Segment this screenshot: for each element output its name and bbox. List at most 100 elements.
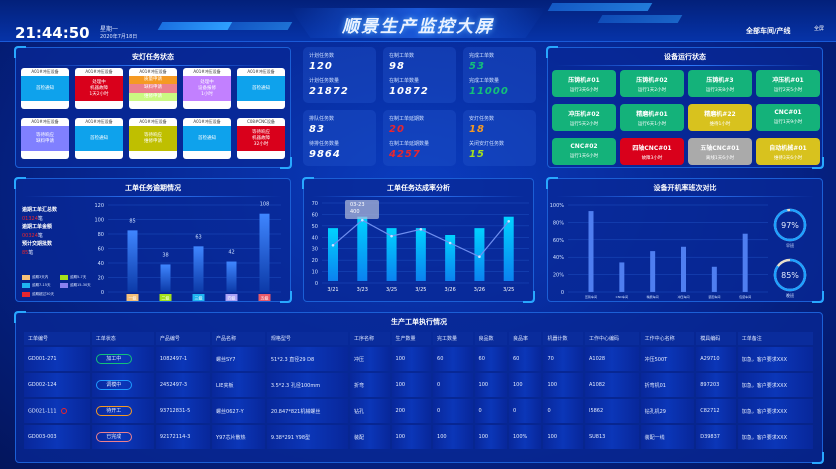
table-cell: Y97芯片散热 <box>212 425 265 449</box>
column-header: 生产数量 <box>391 332 432 345</box>
overdue-panel: 工单任务逾期情况 逾期工单汇总数 01324笔 逾期工单金额 00324笔 预计交期批数… <box>14 177 292 303</box>
table-cell: 0 <box>433 399 473 423</box>
x-tick-label: 压铸车间 <box>585 294 597 299</box>
y-tick-label: 70 <box>312 201 318 207</box>
table-cell: 0 <box>474 399 507 423</box>
device-tile[interactable]: 压铸机#02 运行1天2小时 <box>620 70 684 97</box>
table-cell: GD001-271 <box>24 347 90 371</box>
andon-status: 首检通知 <box>183 126 231 151</box>
legend-swatch <box>22 283 30 288</box>
table-row[interactable]: GD021-111 待开工 93712831-5 螺丝0627-Y 20.847*821… <box>24 399 813 423</box>
kpi-value: 18 <box>469 124 485 135</box>
andon-card[interactable]: A01#冲压设备 首检通知 <box>237 68 285 109</box>
andon-body: 质量申请 缺料申请 维修申请 <box>129 76 177 101</box>
device-tile[interactable]: 五轴CNC#01 离线1天6小时 <box>688 138 752 165</box>
andon-card[interactable]: A01#冲压设备 处理中 设备报修 1小时 <box>183 68 231 109</box>
bar <box>259 213 270 292</box>
andon-status: 缺料申请 <box>129 84 177 93</box>
workshop-selector[interactable]: 全部车间/产线 <box>746 27 791 35</box>
legend-swatch <box>60 274 68 280</box>
gauge-arc <box>773 208 807 242</box>
y-tick-label: 20% <box>553 273 564 279</box>
column-header: 良品率 <box>509 332 542 345</box>
kpi-label: 安灯任务数 <box>469 116 495 122</box>
bar <box>619 262 625 292</box>
andon-card[interactable]: C08#CNC设备 等待响应 机器故障 32小时 <box>237 118 285 159</box>
andon-status: 质量申请 <box>129 76 177 85</box>
cell-text: 100 <box>437 434 447 440</box>
table-cell: GD003-003 <box>24 425 90 449</box>
device-tile[interactable]: 冲压机#01 运行2天5小时 <box>756 70 820 97</box>
kpi-value: 120 <box>309 61 333 72</box>
andon-card[interactable]: A01#冲压设备 首检通知 <box>75 118 123 159</box>
cell-text: 93712831-5 <box>159 408 191 414</box>
cell-text: 100 <box>395 356 406 362</box>
stat-label: 逾期工单汇总数 <box>22 207 58 213</box>
kpi-label: 完成工单数 <box>469 53 495 59</box>
device-tile[interactable]: CNC#01 运行1天9小时 <box>756 104 820 131</box>
device-tile[interactable]: 精磨机#01 运行6天1小时 <box>620 104 684 131</box>
table-cell: 钻孔 <box>350 399 390 423</box>
kpi-card: 安灯任务数 18 关闭安灯任务数 15 <box>463 110 536 166</box>
device-tile[interactable]: 自动机械#01 维待3天6小时 <box>756 138 820 165</box>
table-cell: 冲压 <box>350 347 390 371</box>
data-label: 108 <box>260 202 270 208</box>
cell-text: GD021-111 <box>28 408 57 415</box>
table-cell: 1082497-1 <box>155 347 211 371</box>
date: 2020年7月18日 <box>100 34 138 40</box>
y-tick-label: 100% <box>550 203 565 209</box>
chart-tooltip: 03-23 400 <box>345 200 379 219</box>
andon-card[interactable]: A01#冲压设备 等待响应 缺料申请 <box>21 118 69 159</box>
y-tick-label: 0 <box>561 290 564 296</box>
andon-card[interactable]: A01#冲压设备 首检通知 <box>183 118 231 159</box>
table-cell: 100 <box>391 347 432 371</box>
x-tick-label: 3/23 <box>357 287 368 293</box>
line-point <box>507 219 511 223</box>
stat-row: 85笔 <box>22 250 57 256</box>
andon-status: 处理中 机器故障 1天2小时 <box>75 76 123 101</box>
fullscreen-button[interactable]: 全屏 <box>814 26 825 32</box>
gauge-label: 晚班 <box>786 292 794 298</box>
bar <box>328 228 338 281</box>
table-row[interactable]: GD001-271 加工中 1082497-1 螺丝SY7 51*2.3 直径29 D8… <box>24 347 813 371</box>
legend-label: 逾期7-15天 <box>32 283 51 287</box>
andon-body: 等待响应 机器故障 32小时 <box>237 126 285 151</box>
kpi-card: 排队任务数 83 待排任务数量 9864 <box>303 110 376 166</box>
y-tick-label: 80 <box>98 232 104 238</box>
completion-chart: 0 10 20 30 40 50 60 70 3/21 3/23 3/25 3/25 3/26 3/26 3… <box>312 201 529 293</box>
table-cell: LIE夹板 <box>212 373 265 397</box>
andon-card[interactable]: A01#冲压设备 首检通知 <box>21 68 69 109</box>
andon-card[interactable]: A01#冲压设备 等待响应 维修申请 <box>129 118 177 159</box>
device-tile[interactable]: 精磨机#22 维待1小时 <box>688 104 752 131</box>
panel-title: 设备运行状态 <box>664 53 706 61</box>
cell-text: 加急，客户要求XXX <box>741 434 788 441</box>
andon-card[interactable]: A01#冲压设备 处理中 机器故障 1天2小时 <box>75 68 123 109</box>
device-tile[interactable]: 压铸机#01 运行3天6小时 <box>552 70 616 97</box>
device-tile[interactable]: CNC#02 运行1天6小时 <box>552 138 616 165</box>
legend-item: 逾期5-7天 <box>60 273 98 281</box>
x-tick-label: 3/21 <box>327 287 338 293</box>
cell-text: 100 <box>547 382 557 388</box>
y-tick-label: 60 <box>98 247 104 253</box>
device-tile[interactable]: 四轴CNC#01 故障3小时 <box>620 138 684 165</box>
cell-text: 0 <box>437 382 441 388</box>
x-tick-label: 包装车间 <box>739 294 751 299</box>
kpi-label: 在制工单数量 <box>389 78 420 84</box>
cell-text: 20.847*821机械螺丝 <box>270 408 321 415</box>
y-tick-label: 0 <box>315 281 318 287</box>
cell-text: 897203 <box>700 382 720 388</box>
decor-stripe <box>157 22 233 30</box>
device-tile[interactable]: 压铸机#3 运行3天8小时 <box>688 70 752 97</box>
stat-value: 00324 <box>22 233 38 239</box>
device-status: 故障3小时 <box>641 156 663 161</box>
device-name: CNC#01 <box>774 109 802 116</box>
x-tick-label: 3/26 <box>445 287 456 293</box>
device-tile[interactable]: 冲压机#02 运行5天2小时 <box>552 104 616 131</box>
table-row[interactable]: GD002-124 调模中 2452497-3 LIE夹板 3.5*2.3 孔径100m… <box>24 373 813 397</box>
andon-card[interactable]: A01#冲压设备 质量申请 缺料申请 维修申请 <box>129 68 177 109</box>
legend-item: 逾期超过30天 <box>22 290 60 298</box>
table-row[interactable]: GD003-003 已完成 92172114-3 Y97芯片散热 9.38*291 Y9… <box>24 425 813 449</box>
table-cell: 100 <box>391 425 432 449</box>
column-header: 工单备注 <box>737 332 813 345</box>
andon-status: 等待响应 维修申请 <box>129 126 177 151</box>
